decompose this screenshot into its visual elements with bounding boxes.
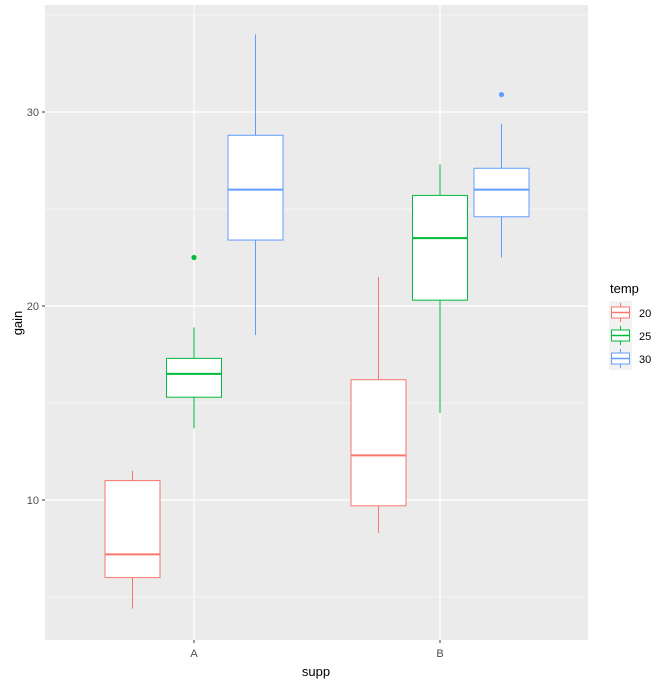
legend: temp 20 25 30 — [609, 281, 651, 370]
outlier-point — [191, 254, 197, 261]
y-axis-title: gain — [10, 311, 25, 336]
y-tick-label: 20 — [27, 301, 39, 313]
box-iqr — [227, 134, 284, 241]
legend-keys: 20 25 30 — [609, 301, 651, 370]
box-iqr — [166, 357, 222, 398]
legend-item-30: 30 — [609, 347, 651, 370]
outlier-point — [498, 91, 505, 98]
box-30-B — [473, 91, 530, 258]
box-25-A — [166, 254, 222, 429]
legend-item-25: 25 — [609, 324, 651, 347]
x-axis-title: supp — [302, 664, 330, 679]
legend-item-20: 20 — [609, 301, 651, 324]
x-tick-label: B — [436, 648, 443, 660]
box-25-B — [412, 164, 468, 413]
boxes-layer — [104, 34, 530, 609]
legend-label: 25 — [639, 331, 651, 343]
box-30-A — [227, 34, 284, 336]
box-iqr — [104, 480, 161, 579]
y-tick-label: 30 — [27, 107, 39, 119]
box-iqr — [412, 194, 468, 301]
box-20-B — [350, 276, 407, 533]
legend-label: 20 — [639, 308, 651, 320]
x-tick-label: A — [190, 648, 198, 660]
y-axis: 10 20 30 — [27, 107, 45, 507]
y-tick-label: 10 — [27, 495, 39, 507]
legend-title: temp — [610, 281, 639, 296]
box-iqr — [473, 167, 530, 218]
legend-label: 30 — [639, 354, 651, 366]
box-20-A — [104, 470, 161, 609]
box-iqr — [350, 379, 407, 507]
